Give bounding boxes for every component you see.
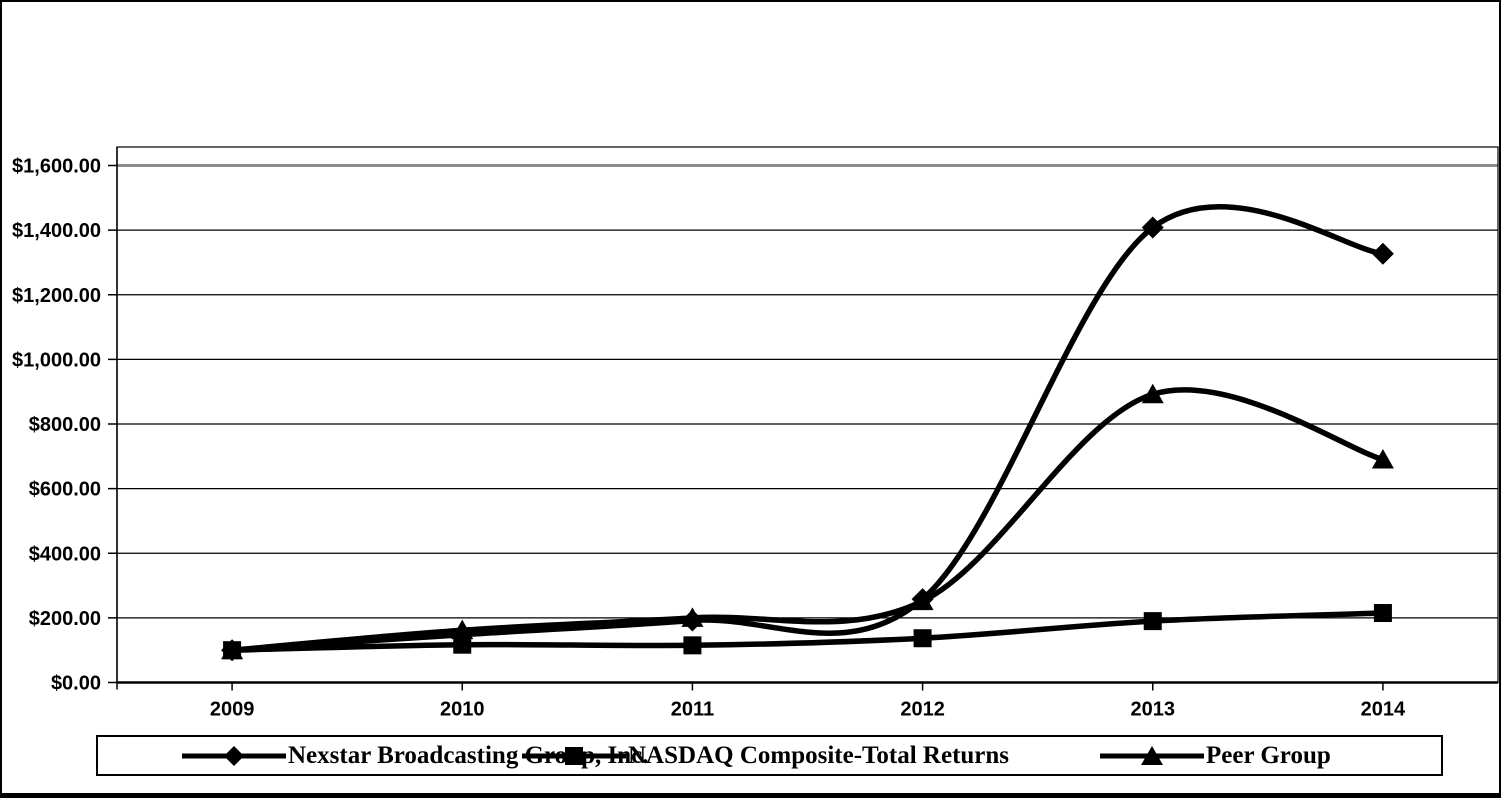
marker-diamond-nexstar-broadcasting-group-inc — [1141, 216, 1164, 239]
legend-item-nasdaq: NASDAQ Composite-Total Returns — [522, 737, 1009, 774]
y-axis-label: $0.00 — [51, 673, 101, 695]
y-axis-label: $200.00 — [29, 608, 101, 630]
legend-item-nexstar: Nexstar Broadcasting Group, Inc. — [182, 737, 648, 774]
marker-square-nasdaq-composite-total-returns — [453, 635, 472, 654]
y-axis-label: $600.00 — [29, 479, 101, 501]
plot-border — [116, 146, 1499, 684]
square-marker-icon — [522, 746, 626, 765]
marker-triangle-peer-group — [221, 639, 244, 660]
marker-triangle-peer-group — [911, 590, 934, 611]
marker-triangle-peer-group — [1371, 449, 1394, 469]
x-axis-label: 2012 — [900, 699, 945, 721]
x-axis-label: 2013 — [1131, 699, 1176, 721]
x-axis-label: 2011 — [671, 699, 714, 721]
y-axis-label: $1,000.00 — [12, 349, 101, 371]
y-axis-label: $800.00 — [29, 414, 101, 436]
marker-triangle-peer-group — [451, 619, 474, 640]
series-line-peer-group — [229, 387, 1386, 653]
legend-label-nasdaq: NASDAQ Composite-Total Returns — [628, 741, 1010, 769]
x-axis-label: 2010 — [440, 699, 485, 721]
series-line-nexstar-broadcasting-group-inc — [229, 204, 1386, 653]
diamond-marker-icon — [182, 745, 286, 766]
x-axis-label: 2014 — [1361, 699, 1406, 721]
marker-square-nasdaq-composite-total-returns — [913, 629, 932, 648]
marker-square-nasdaq-composite-total-returns — [1143, 612, 1162, 631]
marker-square-nasdaq-composite-total-returns — [1373, 604, 1392, 623]
legend-item-peer-group: Peer Group — [1100, 737, 1331, 774]
marker-triangle-peer-group — [681, 607, 704, 627]
marker-square-nasdaq-composite-total-returns — [683, 636, 702, 655]
triangle-marker-icon — [1100, 745, 1204, 765]
y-axis-label: $1,200.00 — [12, 285, 101, 307]
y-axis-label: $400.00 — [29, 543, 101, 565]
marker-triangle-peer-group — [1141, 383, 1164, 404]
y-axis-label: $1,400.00 — [12, 220, 101, 242]
series-line-nasdaq-composite-total-returns — [229, 610, 1386, 653]
legend-label-peer-group: Peer Group — [1206, 741, 1331, 769]
x-axis-label: 2009 — [210, 699, 255, 721]
legend: Nexstar Broadcasting Group, Inc. NASDAQ … — [96, 735, 1443, 776]
marker-diamond-nexstar-broadcasting-group-inc — [1371, 242, 1394, 265]
y-axis-label: $1,600.00 — [12, 156, 101, 178]
